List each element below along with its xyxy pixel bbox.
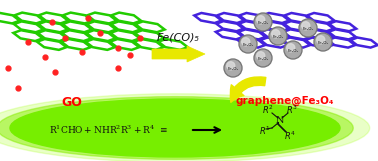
Text: GO: GO (62, 96, 82, 109)
Circle shape (284, 41, 302, 59)
Circle shape (256, 14, 271, 30)
Circle shape (240, 36, 256, 52)
FancyArrow shape (152, 46, 205, 62)
Text: graphene@Fe₃O₄: graphene@Fe₃O₄ (236, 96, 334, 106)
Circle shape (227, 62, 235, 70)
Ellipse shape (0, 97, 353, 159)
Text: Fe₃O₄: Fe₃O₄ (257, 57, 268, 61)
Text: $\mathregular{R^1CHO + NHR^2R^3 + R^4}$  ≡: $\mathregular{R^1CHO + NHR^2R^3 + R^4}$ … (49, 124, 167, 136)
Circle shape (287, 44, 295, 52)
Circle shape (299, 19, 317, 37)
Text: $R^3$: $R^3$ (286, 104, 298, 116)
Text: Fe₃O₄: Fe₃O₄ (228, 67, 239, 71)
Circle shape (256, 50, 271, 66)
Circle shape (269, 27, 287, 45)
Text: Fe₃O₄: Fe₃O₄ (273, 35, 284, 39)
Text: Fe(CO)₅: Fe(CO)₅ (156, 32, 200, 42)
Circle shape (302, 22, 310, 30)
Circle shape (239, 35, 257, 53)
Text: Fe₃O₄: Fe₃O₄ (318, 41, 328, 45)
Circle shape (254, 49, 272, 67)
Ellipse shape (0, 94, 370, 161)
Ellipse shape (10, 99, 340, 157)
Circle shape (315, 34, 331, 50)
FancyArrowPatch shape (230, 77, 266, 102)
Circle shape (225, 60, 241, 76)
Circle shape (257, 16, 265, 24)
Text: $R^4$: $R^4$ (284, 130, 296, 142)
Circle shape (224, 59, 242, 77)
Text: $R^2$: $R^2$ (262, 104, 274, 116)
Circle shape (242, 38, 250, 46)
Circle shape (270, 28, 286, 44)
Circle shape (317, 36, 325, 44)
Text: Fe₃O₄: Fe₃O₄ (302, 27, 314, 31)
Circle shape (301, 20, 316, 36)
Circle shape (314, 33, 332, 51)
Circle shape (285, 42, 301, 58)
Text: $R^1$: $R^1$ (259, 125, 271, 137)
Text: Fe₃O₄: Fe₃O₄ (242, 43, 254, 47)
Text: N: N (276, 115, 284, 124)
Circle shape (254, 13, 272, 31)
Text: Fe₃O₄: Fe₃O₄ (287, 49, 299, 53)
Circle shape (272, 30, 280, 38)
Text: Fe₃O₄: Fe₃O₄ (257, 21, 268, 25)
Circle shape (257, 52, 265, 60)
